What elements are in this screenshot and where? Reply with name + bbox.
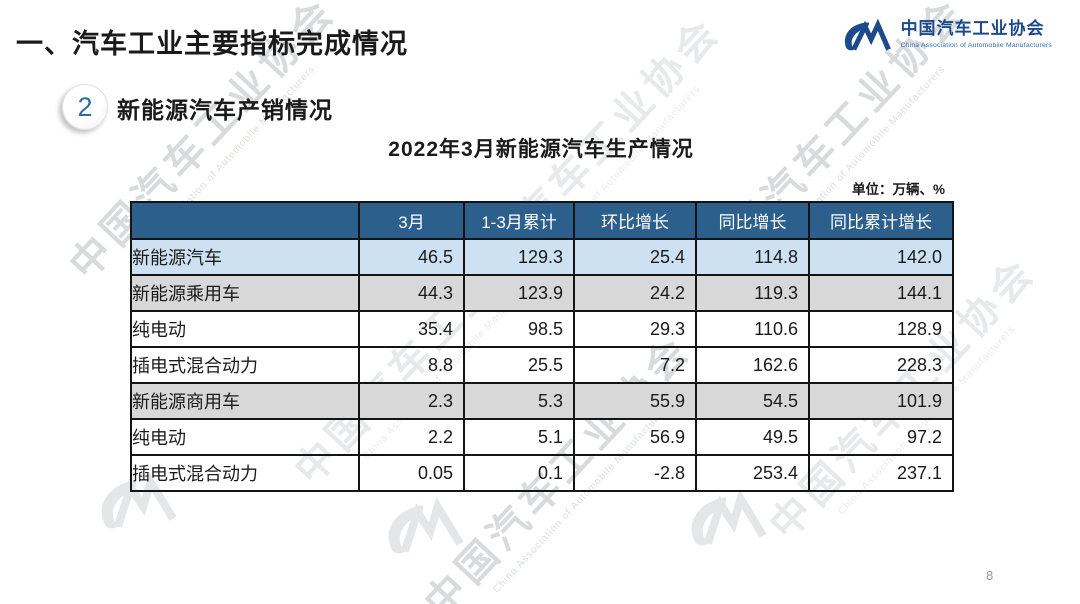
row-label: 插电式混合动力 — [130, 346, 360, 384]
page-number: 8 — [986, 568, 994, 583]
cell-value: 2.2 — [358, 418, 465, 456]
column-header-march: 3月 — [358, 201, 465, 240]
cell-value: 7.2 — [573, 346, 697, 384]
table-row: 插电式混合动力 0.05 0.1 -2.8 253.4 237.1 — [130, 454, 954, 492]
row-label: 纯电动 — [130, 310, 360, 348]
cell-value: 46.5 — [358, 238, 465, 276]
caam-logo-icon — [837, 14, 893, 58]
cell-value: -2.8 — [573, 454, 697, 492]
page-title: 一、汽车工业主要指标完成情况 — [16, 29, 408, 59]
row-label: 新能源汽车 — [130, 238, 360, 276]
cell-value: 129.3 — [463, 238, 575, 276]
caam-logo-watermark-icon — [674, 484, 772, 561]
section-number: 2 — [77, 91, 93, 122]
cell-value: 101.9 — [808, 382, 954, 420]
cell-value: 49.5 — [695, 418, 810, 456]
caam-logo-text: 中国汽车工业协会 China Association of Automobile… — [901, 14, 1052, 49]
cell-value: 123.9 — [463, 274, 575, 312]
cell-value: 237.1 — [808, 454, 954, 492]
column-header-yoy-cumulative-growth: 同比累计增长 — [808, 201, 954, 240]
cell-value: 5.3 — [463, 382, 575, 420]
cell-value: 35.4 — [358, 310, 465, 348]
table-row: 新能源商用车 2.3 5.3 55.9 54.5 101.9 — [130, 382, 954, 420]
cell-value: 5.1 — [463, 418, 575, 456]
cell-value: 144.1 — [808, 274, 954, 312]
cell-value: 228.3 — [808, 346, 954, 384]
column-header-label — [130, 201, 360, 240]
caam-logo: 中国汽车工业协会 China Association of Automobile… — [837, 14, 1052, 58]
cell-value: 2.3 — [358, 382, 465, 420]
cell-value: 0.05 — [358, 454, 465, 492]
row-label: 新能源商用车 — [130, 382, 360, 420]
cell-value: 119.3 — [695, 274, 810, 312]
cell-value: 55.9 — [573, 382, 697, 420]
column-header-cumulative: 1-3月累计 — [463, 201, 575, 240]
cell-value: 97.2 — [808, 418, 954, 456]
column-header-mom-growth: 环比增长 — [573, 201, 697, 240]
table-row: 新能源乘用车 44.3 123.9 24.2 119.3 144.1 — [130, 274, 954, 312]
cell-value: 54.5 — [695, 382, 810, 420]
cell-value: 25.5 — [463, 346, 575, 384]
cell-value: 25.4 — [573, 238, 697, 276]
table-row: 纯电动 35.4 98.5 29.3 110.6 128.9 — [130, 310, 954, 348]
cell-value: 110.6 — [695, 310, 810, 348]
row-label: 新能源乘用车 — [130, 274, 360, 312]
caam-logo-name: 中国汽车工业协会 — [900, 19, 1045, 38]
cell-value: 56.9 — [573, 418, 697, 456]
cell-value: 162.6 — [695, 346, 810, 384]
caam-logo-watermark-icon — [371, 492, 469, 569]
cell-value: 29.3 — [573, 310, 697, 348]
caam-logo-subtitle: China Association of Automobile Manufact… — [900, 42, 1052, 49]
table-row: 新能源汽车 46.5 129.3 25.4 114.8 142.0 — [130, 238, 954, 276]
cell-value: 114.8 — [695, 238, 810, 276]
section-number-badge: 2 — [62, 84, 108, 130]
cell-value: 8.8 — [358, 346, 465, 384]
cell-value: 253.4 — [695, 454, 810, 492]
cell-value: 142.0 — [808, 238, 954, 276]
cell-value: 0.1 — [463, 454, 575, 492]
cell-value: 128.9 — [808, 310, 954, 348]
unit-label: 单位：万辆、% — [851, 182, 945, 197]
subsection-title: 新能源汽车产销情况 — [117, 97, 333, 123]
row-label: 纯电动 — [130, 418, 360, 456]
table-title: 2022年3月新能源汽车生产情况 — [388, 138, 694, 161]
cell-value: 98.5 — [463, 310, 575, 348]
row-label: 插电式混合动力 — [130, 454, 360, 492]
cell-value: 44.3 — [358, 274, 465, 312]
table-header-row: 3月 1-3月累计 环比增长 同比增长 同比累计增长 — [130, 201, 954, 240]
production-table: 3月 1-3月累计 环比增长 同比增长 同比累计增长 新能源汽车 46.5 12… — [130, 201, 954, 492]
table-row: 插电式混合动力 8.8 25.5 7.2 162.6 228.3 — [130, 346, 954, 384]
table-row: 纯电动 2.2 5.1 56.9 49.5 97.2 — [130, 418, 954, 456]
cell-value: 24.2 — [573, 274, 697, 312]
column-header-yoy-growth: 同比增长 — [695, 201, 810, 240]
